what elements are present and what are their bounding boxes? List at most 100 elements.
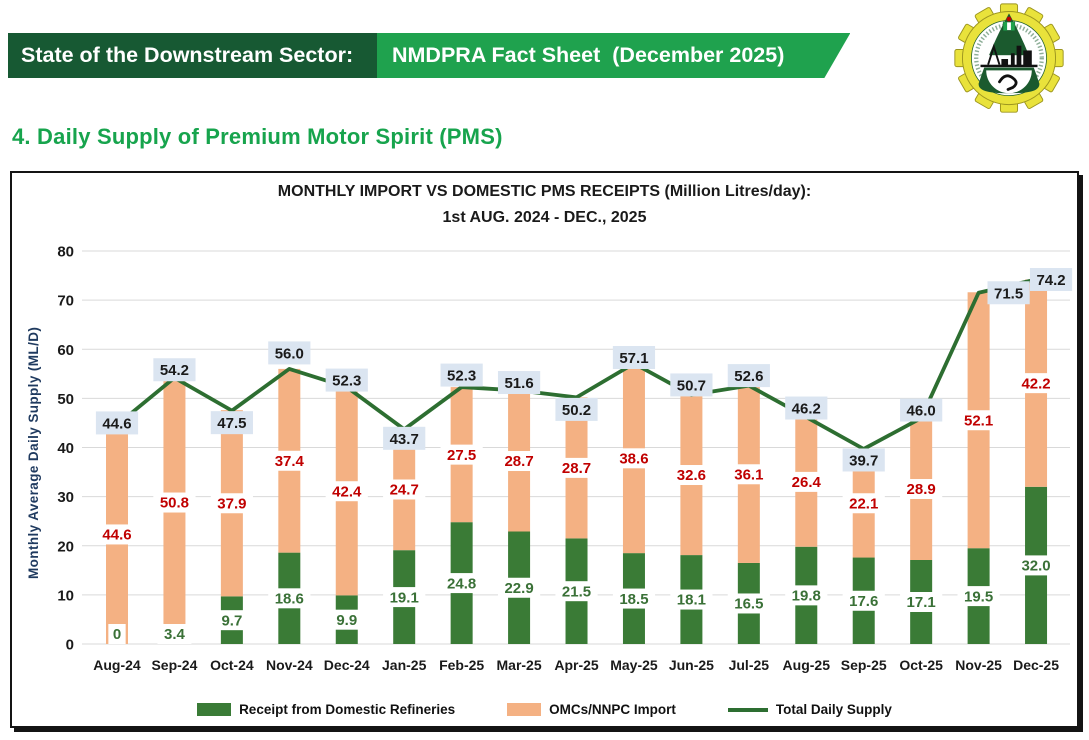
total-value-label: 39.7 [849,452,878,469]
y-tick-label: 60 [57,342,74,359]
import-value-label-bg [95,524,139,545]
import-value-label-bg [153,492,196,513]
total-value-label-bg [1029,267,1073,291]
domestic-value-label: 9.7 [221,612,242,629]
domestic-value-label: 16.5 [734,596,763,613]
y-tick-label: 20 [57,538,74,555]
total-value-label: 52.3 [332,373,361,390]
total-value-label-bg [612,345,656,369]
fuel-nozzle-icon [998,74,1018,91]
total-value-label: 54.2 [160,362,189,379]
x-tick-label: Mar-25 [497,657,542,673]
total-value-label-bg [987,281,1030,305]
domestic-value-label: 32.0 [1021,558,1050,575]
total-value-label-bg [497,371,541,395]
domestic-value-label: 17.1 [907,594,936,611]
total-value-label-bg [210,411,253,435]
domestic-value-label-bg [108,624,126,644]
y-tick-label: 40 [57,440,74,457]
import-value-label: 44.6 [102,527,131,544]
total-value-label-bg [555,397,598,421]
legend-swatch-import [507,703,542,716]
import-value-label: 37.4 [275,453,305,470]
total-value-label: 57.1 [619,350,648,367]
chart-title-line2: 1st AUG. 2024 - DEC., 2025 [442,209,647,226]
import-value-label: 52.1 [964,412,993,429]
banner-date-text: (December 2025) [612,43,785,67]
legend-swatch-domestic [197,703,232,716]
domestic-value-label-bg [612,588,656,609]
banner-right-text: NMDPRA Fact Sheet [392,43,601,67]
import-value-label: 26.4 [792,474,822,491]
total-value-label-bg [268,341,311,365]
section-title: 4. Daily Supply of Premium Motor Spirit … [12,124,503,149]
domestic-value-label-bg [900,591,943,612]
import-value-label-bg [900,479,943,500]
import-value-label-bg [727,464,770,485]
chart-title-line1: MONTHLY IMPORT VS DOMESTIC PMS RECEIPTS … [277,183,812,200]
import-value-label-bg [785,471,828,492]
total-value-label: 47.5 [217,415,246,432]
total-value-label: 52.3 [447,368,476,385]
domestic-value-label-bg [957,586,1000,607]
total-value-label: 44.6 [102,415,131,432]
legend-item-total: Total Daily Supply [727,702,892,717]
legend-label-total: Total Daily Supply [775,702,892,717]
domestic-value-label: 18.5 [619,591,648,608]
import-value-label: 42.2 [1021,375,1050,392]
import-value-label: 32.6 [677,467,706,484]
import-value-label-bg [670,465,713,486]
chart-title: MONTHLY IMPORT VS DOMESTIC PMS RECEIPTS … [12,179,1077,231]
legend-item-import: OMCs/NNPC Import [507,702,676,717]
crest-icon [1002,16,1016,31]
domestic-value-label-bg [670,589,713,610]
x-tick-label: Dec-25 [1013,657,1059,673]
domestic-value-label: 19.1 [390,589,419,606]
import-value-label-bg [325,481,368,502]
total-value-label: 43.7 [390,431,419,448]
import-value-label: 28.9 [907,481,936,498]
domestic-value-label-bg [157,624,192,644]
banner-left-text: State of the Downstream Sector: [21,43,354,67]
domestic-value-label-bg [329,609,364,630]
y-tick-label: 0 [66,637,74,654]
total-value-label: 74.2 [1036,272,1065,289]
import-value-label: 27.5 [447,447,476,464]
domestic-value-label-bg [440,573,483,594]
x-tick-label: Jan-25 [382,657,427,673]
x-tick-label: Sep-24 [151,657,197,673]
x-tick-label: Jun-25 [669,657,714,673]
domestic-value-label-bg [1014,555,1058,576]
import-value-label-bg [555,457,598,478]
import-value-label: 24.7 [390,482,419,499]
import-value-label-bg [268,450,311,471]
total-value-label: 51.6 [504,375,533,392]
domestic-value-label-bg [785,585,828,606]
domestic-value-label: 24.8 [447,575,476,592]
total-value-label: 56.0 [275,345,304,362]
y-tick-label: 10 [57,587,74,604]
legend-line-swatch [727,707,768,712]
domestic-value-label: 3.4 [164,626,186,643]
banner-left-segment: State of the Downstream Sector: [8,33,377,78]
import-value-label-bg [957,410,1000,431]
domestic-value-label: 18.1 [677,592,706,609]
domestic-value-label: 17.6 [849,593,878,610]
x-tick-label: Sep-25 [841,657,887,673]
import-value-label-bg [842,493,885,514]
x-tick-label: Oct-24 [210,657,254,673]
import-value-label-bg [612,448,656,469]
import-value-label: 22.1 [849,495,878,512]
total-value-label: 71.5 [994,285,1023,302]
x-tick-label: Jul-25 [729,657,770,673]
chart-legend: Receipt from Domestic Refineries OMCs/NN… [12,702,1077,717]
import-value-label-bg [440,444,483,465]
domestic-value-label: 19.5 [964,588,993,605]
domestic-value-label-bg [497,577,541,598]
domestic-value-label: 0 [113,626,121,643]
total-value-label: 46.2 [792,401,821,418]
import-value-label: 36.1 [734,466,763,483]
domestic-value-label-bg [555,581,598,602]
total-value-label: 52.6 [734,368,763,385]
total-supply-line [115,277,1038,451]
